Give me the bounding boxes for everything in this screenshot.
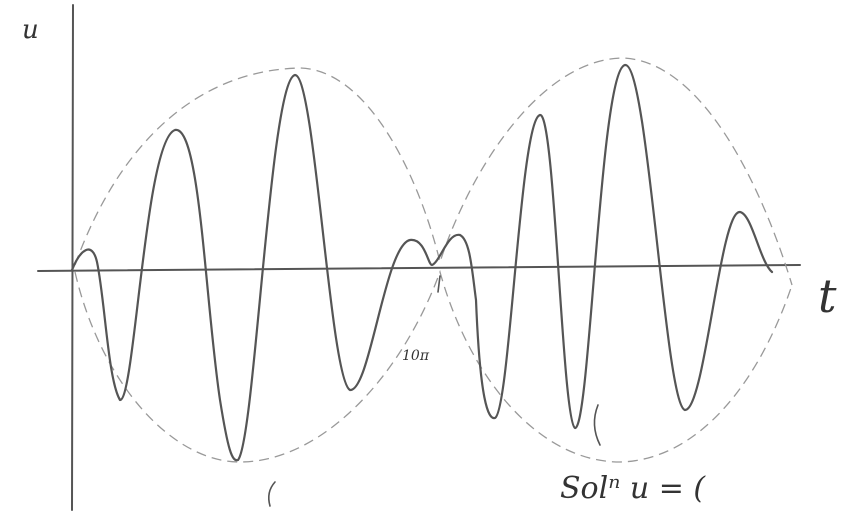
tick-label: 10π (402, 348, 430, 364)
background (0, 0, 862, 524)
vertical-axis (72, 5, 73, 510)
solution-text: Solⁿ u = ( (560, 471, 706, 506)
x-axis-label: t (818, 269, 837, 323)
y-axis-label: u (22, 15, 39, 45)
sketch: u t 10π Solⁿ u = ( (0, 0, 862, 524)
